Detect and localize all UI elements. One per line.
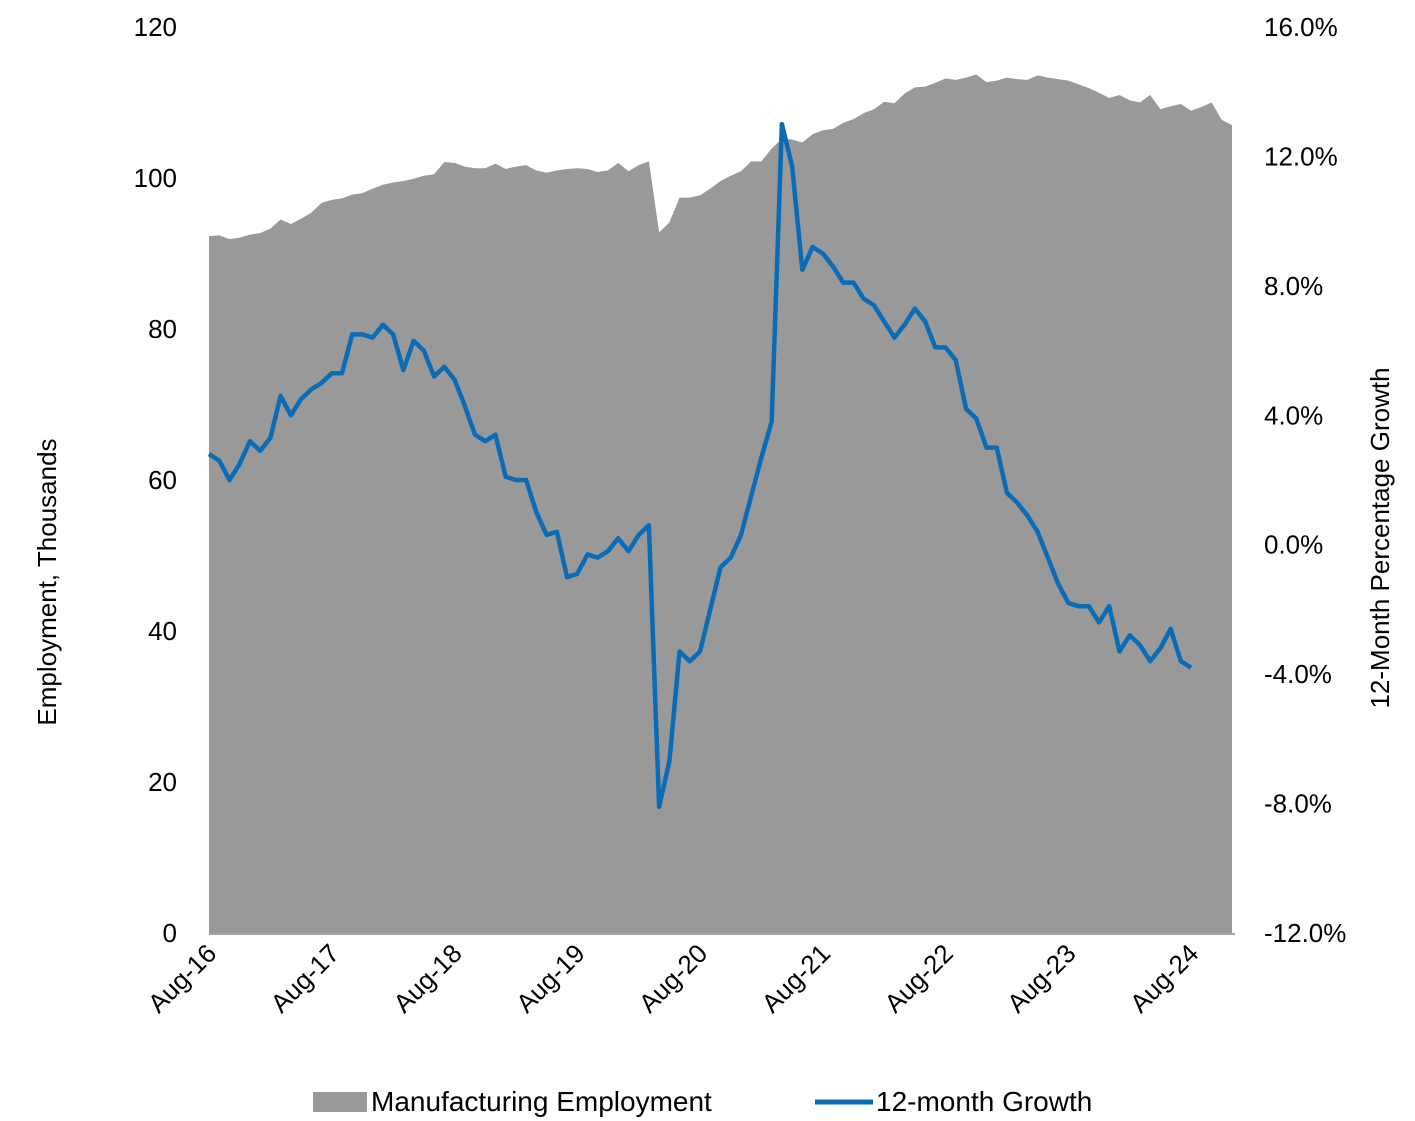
x-tick-label: Aug-19 — [510, 938, 590, 1018]
left-tick-label: 20 — [148, 767, 177, 797]
left-axis-title: Employment, Thousands — [32, 438, 62, 725]
legend-swatch-employment — [313, 1092, 367, 1112]
employment-area — [209, 74, 1232, 933]
left-y-axis: 0 20 40 60 80 100 120 — [134, 12, 177, 948]
right-tick-label: 8.0% — [1264, 271, 1323, 301]
right-tick-label: 4.0% — [1264, 400, 1323, 430]
right-tick-label: 0.0% — [1264, 530, 1323, 560]
left-tick-label: 100 — [134, 163, 177, 193]
legend-label-growth: 12-month Growth — [876, 1086, 1092, 1117]
right-tick-label: -8.0% — [1264, 789, 1332, 819]
left-tick-label: 120 — [134, 12, 177, 42]
left-tick-label: 60 — [148, 465, 177, 495]
x-tick-label: Aug-21 — [756, 938, 836, 1018]
x-tick-label: Aug-16 — [142, 938, 222, 1018]
x-tick-label: Aug-24 — [1124, 938, 1204, 1018]
left-tick-label: 80 — [148, 314, 177, 344]
left-tick-label: 0 — [163, 918, 177, 948]
x-tick-label: Aug-23 — [1001, 938, 1081, 1018]
legend: Manufacturing Employment 12-month Growth — [313, 1086, 1092, 1117]
left-tick-label: 40 — [148, 616, 177, 646]
x-tick-label: Aug-17 — [265, 938, 345, 1018]
right-axis-title: 12-Month Percentage Growth — [1365, 367, 1395, 708]
x-tick-label: Aug-22 — [878, 938, 958, 1018]
right-tick-label: -4.0% — [1264, 659, 1332, 689]
right-tick-label: -12.0% — [1264, 918, 1346, 948]
right-tick-label: 16.0% — [1264, 12, 1338, 42]
x-tick-labels: Aug-16 Aug-17 Aug-18 Aug-19 Aug-20 Aug-21 Aug-… — [142, 938, 1205, 1018]
x-tick-label: Aug-18 — [387, 938, 467, 1018]
right-y-axis: -12.0% -8.0% -4.0% 0.0% 4.0% 8.0% 12.0% 16.0% — [1264, 12, 1346, 948]
right-tick-label: 12.0% — [1264, 141, 1338, 171]
legend-label-employment: Manufacturing Employment — [371, 1086, 712, 1117]
x-tick-label: Aug-20 — [633, 938, 713, 1018]
growth-line — [207, 121, 1193, 810]
